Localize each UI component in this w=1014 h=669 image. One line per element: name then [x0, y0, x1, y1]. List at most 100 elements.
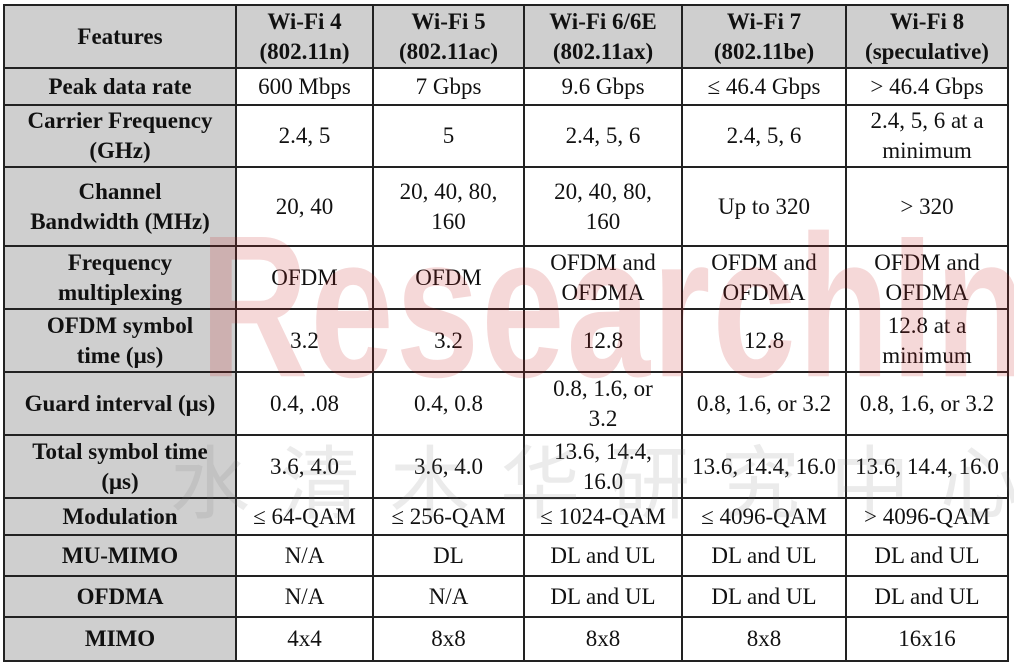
cell-value: DL and UL [550, 583, 656, 609]
cell-value: DL and UL [711, 583, 817, 609]
value-cell-wifi8: 16x16 [845, 616, 1009, 662]
header-cell-wifi4: Wi-Fi 4 (802.11n) [235, 4, 374, 69]
cell-value: OFDM [415, 264, 482, 290]
cell-value: Up to 320 [718, 193, 810, 219]
value-cell-wifi6: ≤ 1024-QAM [523, 497, 683, 536]
value-cell-wifi6: 9.6 Gbps [523, 67, 683, 106]
value-cell-wifi7: 13.6, 14.4, 16.0 [681, 434, 847, 499]
cell-value: > 4096-QAM [863, 503, 991, 529]
feature-label: Guard interval (μs) [24, 390, 216, 416]
header-cell-wifi6: Wi-Fi 6/6E (802.11ax) [523, 4, 683, 69]
feature-label: Carrier Frequency [27, 108, 213, 133]
table-row-carrier-frequency: Carrier Frequency (GHz) 2.4, 5 5 2.4, 5, 6 2.… [3, 104, 1009, 168]
cell-value: > 46.4 Gbps [870, 73, 984, 99]
cell-value: 2.4, 5, 6 at a [870, 108, 984, 133]
cell-value: DL [433, 542, 464, 568]
value-cell-wifi6: DL and UL [523, 575, 683, 618]
feature-label: MU-MIMO [61, 542, 179, 568]
feature-cell: MIMO [3, 616, 237, 662]
value-cell-wifi6: 2.4, 5, 6 [523, 104, 683, 168]
value-cell-wifi8: > 46.4 Gbps [845, 67, 1009, 106]
table-row-total-symbol-time: Total symbol time (μs) 3.6, 4.0 3.6, 4.0 13.… [3, 434, 1009, 499]
value-cell-wifi5: 7 Gbps [372, 67, 525, 106]
cell-value: 8x8 [431, 626, 466, 651]
header-cell-features: Features [3, 4, 237, 69]
cell-value: OFDM and [711, 249, 817, 275]
header-line: (speculative) [865, 38, 989, 64]
value-cell-wifi6: 20, 40, 80, 160 [523, 166, 683, 247]
cell-value: minimum [882, 138, 972, 163]
cell-value: 3.6, 4.0 [270, 453, 339, 479]
cell-value: 13.6, 14.4, 16.0 [692, 453, 836, 479]
header-line: Wi-Fi 8 [889, 8, 965, 34]
value-cell-wifi4: ≤ 64-QAM [235, 497, 374, 536]
value-cell-wifi7: ≤ 4096-QAM [681, 497, 847, 536]
cell-value: OFDMA [561, 279, 645, 305]
cell-value: ≤ 64-QAM [253, 503, 356, 529]
cell-value: DL and UL [874, 583, 980, 609]
cell-value: 160 [431, 208, 466, 234]
value-cell-wifi5: DL [372, 534, 525, 577]
header-line: (802.11n) [259, 38, 350, 64]
feature-label: Modulation [62, 503, 178, 529]
cell-value: 3.2 [588, 405, 618, 431]
feature-label: MIMO [84, 626, 156, 651]
feature-label: Channel [78, 178, 162, 204]
cell-value: ≤ 46.4 Gbps [707, 73, 821, 99]
value-cell-wifi4: N/A [235, 534, 374, 577]
cell-value: 13.6, 14.4, [554, 438, 652, 464]
feature-label: OFDMA [76, 583, 164, 609]
feature-label: Bandwidth (MHz) [30, 208, 210, 234]
value-cell-wifi4: 3.2 [235, 308, 374, 373]
value-cell-wifi4: 3.6, 4.0 [235, 434, 374, 499]
cell-value: 0.4, .08 [270, 390, 339, 416]
cell-value: N/A [284, 542, 325, 568]
value-cell-wifi8: > 320 [845, 166, 1009, 247]
cell-value: 3.2 [290, 327, 319, 353]
value-cell-wifi8: 0.8, 1.6, or 3.2 [845, 371, 1009, 436]
cell-value: 5 [442, 123, 455, 148]
cell-value: 600 Mbps [258, 73, 351, 99]
cell-value: 20, 40, 80, [554, 178, 652, 204]
cell-value: 2.4, 5, 6 [726, 123, 802, 148]
table-row-guard-interval: Guard interval (μs) 0.4, .08 0.4, 0.8 0.8, … [3, 371, 1009, 436]
cell-value: 12.8 [743, 327, 785, 353]
cell-value: ≤ 4096-QAM [701, 503, 827, 529]
feature-cell: OFDM symbol time (μs) [3, 308, 237, 373]
feature-cell: Carrier Frequency (GHz) [3, 104, 237, 168]
cell-value: 3.6, 4.0 [414, 453, 483, 479]
value-cell-wifi8: 12.8 at a minimum [845, 308, 1009, 373]
value-cell-wifi6: 0.8, 1.6, or 3.2 [523, 371, 683, 436]
value-cell-wifi6: 8x8 [523, 616, 683, 662]
value-cell-wifi8: OFDM and OFDMA [845, 245, 1009, 310]
header-line: Wi-Fi 4 [267, 8, 342, 34]
cell-value: 0.8, 1.6, or 3.2 [859, 390, 995, 416]
cell-value: OFDMA [885, 279, 969, 305]
value-cell-wifi5: OFDM [372, 245, 525, 310]
cell-value: 3.2 [434, 327, 463, 353]
table-row-frequency-multiplexing: Frequency multiplexing OFDM OFDM OFDM and OFD… [3, 245, 1009, 310]
feature-label: OFDM symbol [46, 312, 194, 338]
value-cell-wifi4: N/A [235, 575, 374, 618]
header-line: Features [77, 23, 163, 49]
table-body: Peak data rate 600 Mbps 7 Gbps 9.6 Gbps ≤ 46… [3, 67, 1009, 662]
cell-value: OFDM and [550, 249, 656, 275]
header-cell-wifi8: Wi-Fi 8 (speculative) [845, 4, 1009, 69]
cell-value: N/A [428, 583, 469, 609]
value-cell-wifi7: Up to 320 [681, 166, 847, 247]
value-cell-wifi8: > 4096-QAM [845, 497, 1009, 536]
value-cell-wifi6: 13.6, 14.4, 16.0 [523, 434, 683, 499]
value-cell-wifi5: 8x8 [372, 616, 525, 662]
value-cell-wifi8: 13.6, 14.4, 16.0 [845, 434, 1009, 499]
feature-cell: Modulation [3, 497, 237, 536]
cell-value: ≤ 256-QAM [391, 503, 506, 529]
cell-value: DL and UL [874, 542, 980, 568]
table-row-mimo: MIMO 4x4 8x8 8x8 8x8 16x16 [3, 616, 1009, 662]
value-cell-wifi7: 0.8, 1.6, or 3.2 [681, 371, 847, 436]
wifi-comparison-table: Features Wi-Fi 4 (802.11n) Wi-Fi 5 (802.… [3, 4, 1009, 662]
feature-cell: Frequency multiplexing [3, 245, 237, 310]
table-row-ofdm-symbol-time: OFDM symbol time (μs) 3.2 3.2 12.8 12.8 12.8 a… [3, 308, 1009, 373]
cell-value: 16.0 [582, 468, 624, 494]
table-row-mu-mimo: MU-MIMO N/A DL DL and UL DL and UL DL and UL [3, 534, 1009, 577]
value-cell-wifi5: 3.2 [372, 308, 525, 373]
